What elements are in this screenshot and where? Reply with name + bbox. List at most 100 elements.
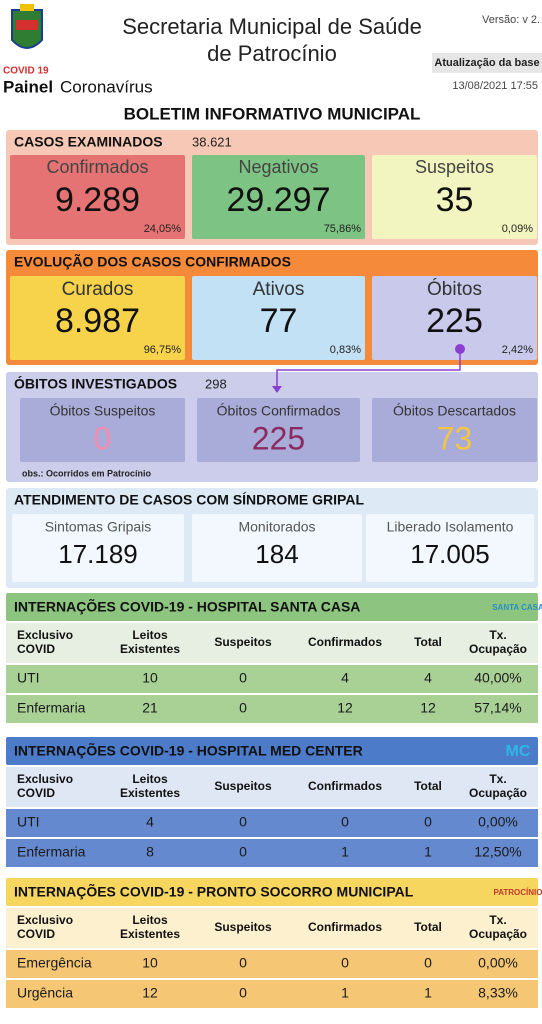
- card-value: 225: [426, 302, 483, 340]
- table-header: [6, 737, 538, 765]
- cell: 0: [239, 700, 247, 716]
- card-value: 8.987: [55, 302, 140, 340]
- connector-dot: [455, 344, 465, 354]
- cell: 0: [239, 814, 247, 830]
- cell: 10: [142, 670, 158, 686]
- cell: Enfermaria: [17, 844, 86, 860]
- cell: 8: [146, 844, 154, 860]
- column-label: Existentes: [120, 642, 180, 656]
- cell: 0: [424, 955, 432, 971]
- table-title: INTERNAÇÕES COVID-19 - HOSPITAL SANTA CA…: [14, 598, 360, 615]
- column-label: Suspeitos: [214, 779, 272, 793]
- table-row: [6, 980, 538, 1008]
- card-value: 184: [255, 539, 298, 569]
- cell: 4: [146, 814, 154, 830]
- card: [372, 398, 537, 462]
- column-header: [6, 908, 538, 948]
- card-percent: 0,83%: [330, 344, 361, 356]
- table-header: [6, 878, 538, 906]
- card-value: 29.297: [227, 181, 331, 219]
- column-label: Total: [414, 635, 442, 649]
- column-label: COVID: [17, 927, 55, 941]
- cell: 0: [239, 670, 247, 686]
- card: [372, 276, 537, 360]
- column-label: Exclusivo: [17, 772, 73, 786]
- card: [20, 398, 185, 462]
- card-percent: 96,75%: [144, 344, 182, 356]
- table-row: [6, 695, 538, 723]
- column-label: Leitos: [132, 913, 168, 927]
- cell: 0: [341, 814, 349, 830]
- card-percent: 0,09%: [502, 223, 533, 235]
- cell: 1: [424, 985, 432, 1001]
- column-label: Suspeitos: [214, 635, 272, 649]
- card-label: Confirmados: [46, 157, 148, 177]
- card-value: 73: [437, 420, 473, 456]
- table-logo: SANTA CASA: [492, 603, 542, 612]
- cell: 1: [341, 844, 349, 860]
- column-label: Tx.: [489, 772, 506, 786]
- column-label: Confirmados: [308, 779, 382, 793]
- cell: 12: [142, 985, 158, 1001]
- card-label: Curados: [62, 279, 134, 300]
- section-title: ÓBITOS INVESTIGADOS: [14, 375, 177, 392]
- column-label: Confirmados: [308, 635, 382, 649]
- card: [366, 514, 534, 582]
- card-label: Monitorados: [238, 519, 315, 535]
- column-label: Tx.: [489, 913, 506, 927]
- card-value: 77: [260, 302, 298, 340]
- update-date: 13/08/2021 17:55: [452, 80, 538, 92]
- cell: 4: [341, 670, 349, 686]
- logo-label: COVID 19: [3, 66, 49, 77]
- update-box: [432, 53, 542, 73]
- card-label: Óbitos Confirmados: [217, 403, 341, 419]
- column-label: COVID: [17, 786, 55, 800]
- cell: 0: [239, 955, 247, 971]
- column-label: Suspeitos: [214, 920, 272, 934]
- cell: 12,50%: [474, 844, 521, 860]
- cell: 0: [341, 955, 349, 971]
- cell: 0,00%: [478, 955, 518, 971]
- card-label: Liberado Isolamento: [387, 519, 514, 535]
- table-header: [6, 593, 538, 621]
- card-percent: 24,05%: [144, 223, 182, 235]
- column-label: Confirmados: [308, 920, 382, 934]
- table-logo: PATROCÍNIO: [493, 888, 542, 897]
- column-label: Ocupação: [469, 927, 527, 941]
- cell: Urgência: [17, 985, 73, 1001]
- section-title: CASOS EXAMINADOS: [14, 134, 163, 150]
- card-value: 17.005: [410, 539, 490, 569]
- column-label: COVID: [17, 642, 55, 656]
- card-label: Óbitos Descartados: [393, 403, 516, 419]
- section-title: EVOLUÇÃO DOS CASOS CONFIRMADOS: [14, 253, 291, 270]
- cell: 0,00%: [478, 814, 518, 830]
- card: [192, 514, 362, 582]
- table-logo: MC: [506, 743, 531, 760]
- version: Versão: v 2.: [482, 14, 540, 26]
- column-label: Tx.: [489, 628, 506, 642]
- card: [197, 398, 360, 462]
- table-row: [6, 839, 538, 867]
- table-row: [6, 809, 538, 837]
- column-header: [6, 767, 538, 807]
- column-label: Leitos: [132, 772, 168, 786]
- column-label: Existentes: [120, 927, 180, 941]
- cell: Emergência: [17, 955, 92, 971]
- section-total: 298: [205, 376, 227, 391]
- card: [10, 155, 185, 239]
- cell: 21: [142, 700, 158, 716]
- cell: 0: [424, 814, 432, 830]
- cell: 0: [239, 844, 247, 860]
- card-value: 225: [252, 420, 305, 456]
- card-label: Ativos: [253, 279, 305, 300]
- column-header: [6, 623, 538, 663]
- cell: 12: [337, 700, 353, 716]
- column-label: Total: [414, 779, 442, 793]
- cell: 4: [424, 670, 432, 686]
- section-title: ATENDIMENTO DE CASOS COM SÍNDROME GRIPAL: [14, 492, 364, 508]
- card: [192, 155, 365, 239]
- cell: 0: [239, 985, 247, 1001]
- column-label: Exclusivo: [17, 628, 73, 642]
- panel-rest: Coronavírus: [60, 77, 153, 96]
